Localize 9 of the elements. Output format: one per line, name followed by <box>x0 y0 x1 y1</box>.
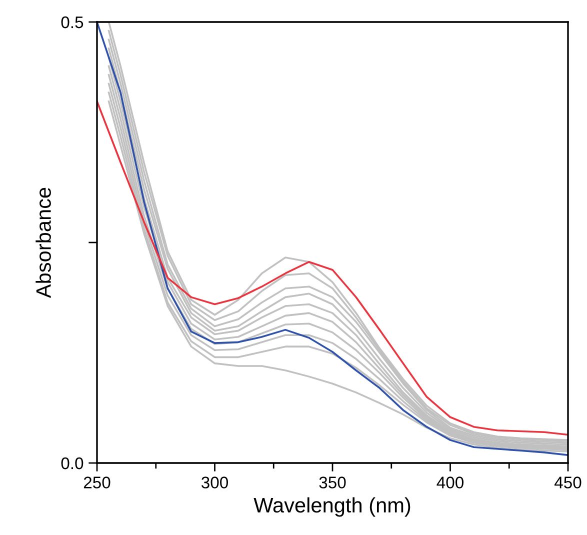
y-tick-label: 0.0 <box>61 457 84 470</box>
x-tick-label: 300 <box>201 476 228 488</box>
x-tick-label: 350 <box>319 476 346 488</box>
y-tick-label: 0.5 <box>61 16 84 28</box>
x-axis-title: Wavelength (nm) <box>254 497 410 517</box>
y-axis-title: Absorbance <box>36 188 51 298</box>
x-tick-label: 450 <box>554 476 582 488</box>
x-tick-label: 400 <box>436 476 464 488</box>
x-tick-label: 250 <box>84 476 110 488</box>
